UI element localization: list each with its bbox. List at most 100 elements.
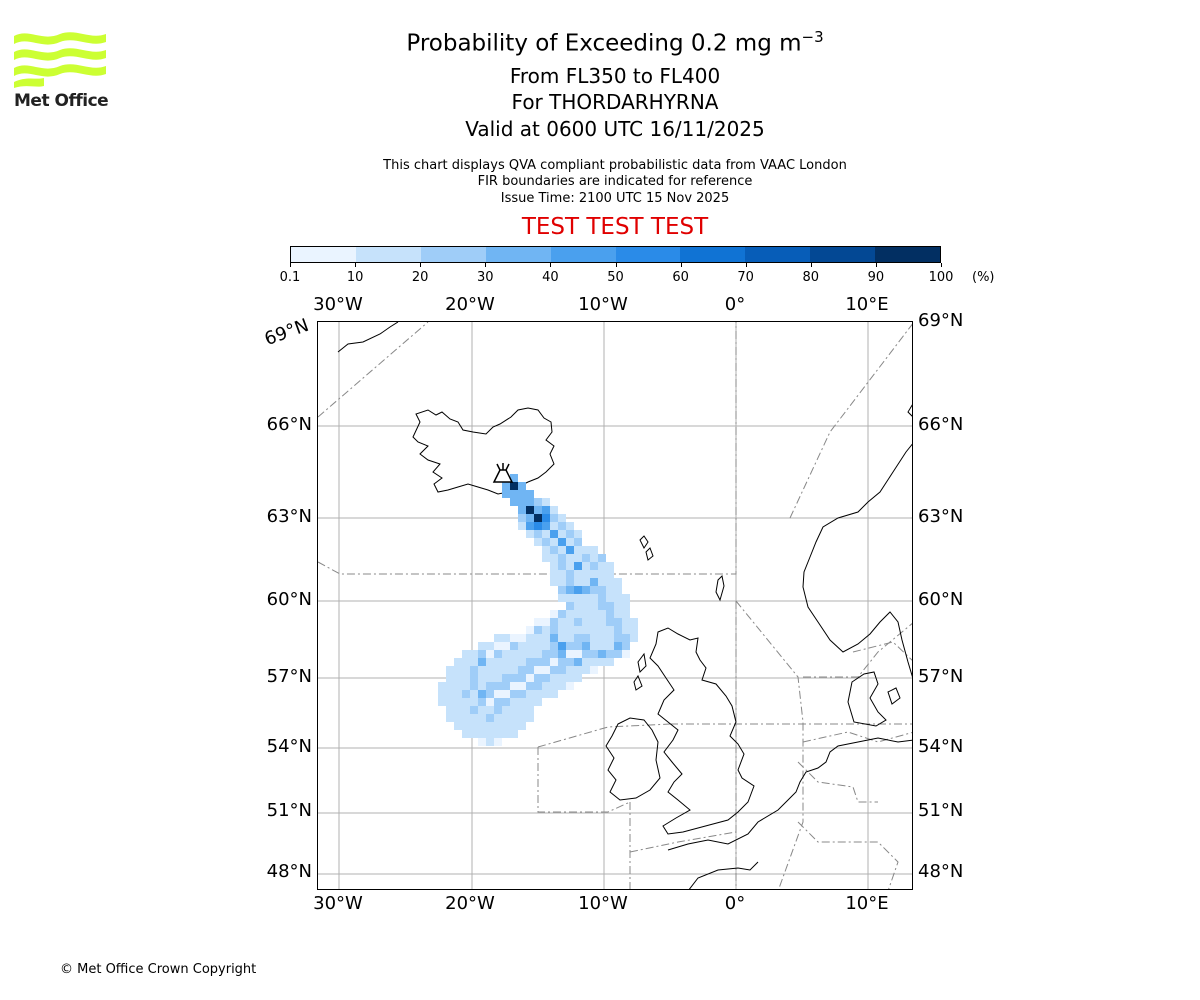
plume-cell <box>558 570 566 578</box>
latitude-label: 51°N <box>266 800 312 821</box>
plume-cell <box>446 698 454 706</box>
plume-cell <box>590 562 598 570</box>
plume-cell <box>470 698 478 706</box>
plume-cell <box>598 602 606 610</box>
plume-cell <box>590 578 598 586</box>
plume-cell <box>566 642 574 650</box>
plume-cell <box>518 642 526 650</box>
plume-cell <box>598 658 606 666</box>
plume-cell <box>478 706 486 714</box>
plume-cell <box>574 650 582 658</box>
plume-cell <box>598 594 606 602</box>
colorbar-tick-label: 40 <box>542 270 559 285</box>
plume-cell <box>550 610 558 618</box>
colorbar-tick-mark <box>355 263 357 267</box>
plume-cell <box>534 626 542 634</box>
longitude-label: 10°W <box>578 893 628 914</box>
plume-cell <box>550 682 558 690</box>
plume-cell <box>566 586 574 594</box>
plume-cell <box>502 666 510 674</box>
plume-cell <box>470 730 478 738</box>
longitude-label: 10°E <box>845 893 889 914</box>
plume-cell <box>526 706 534 714</box>
colorbar-tick-label: 60 <box>672 270 689 285</box>
plume-cell <box>574 570 582 578</box>
plume-cell <box>550 578 558 586</box>
plume-cell <box>590 618 598 626</box>
plume-cell <box>582 650 590 658</box>
plume-cell <box>446 690 454 698</box>
plume-cell <box>622 602 630 610</box>
plume-cell <box>550 650 558 658</box>
plume-cell <box>606 658 614 666</box>
plume-cell <box>558 658 566 666</box>
plume-cell <box>590 626 598 634</box>
plume-cell <box>566 634 574 642</box>
info-line-1: This chart displays QVA compliant probab… <box>383 158 847 173</box>
plume-cell <box>558 682 566 690</box>
plume-cell <box>614 650 622 658</box>
plume-cell <box>582 562 590 570</box>
latitude-label: 69°N <box>261 314 312 351</box>
plume-cell <box>534 658 542 666</box>
plume-cell <box>542 530 550 538</box>
plume-cell <box>598 626 606 634</box>
plume-cell <box>582 602 590 610</box>
plume-cell <box>462 722 470 730</box>
plume-cell <box>478 650 486 658</box>
plume-cell <box>566 562 574 570</box>
plume-cell <box>558 650 566 658</box>
plume-cell <box>598 642 606 650</box>
plume-cell <box>502 714 510 722</box>
plume-cell <box>510 482 518 490</box>
colorbar-tick-mark <box>290 263 291 267</box>
plume-cell <box>558 538 566 546</box>
plume-cell <box>462 706 470 714</box>
plume-cell <box>550 514 558 522</box>
plume-cell <box>550 570 558 578</box>
latitude-label: 60°N <box>266 589 312 610</box>
plume-cell <box>550 562 558 570</box>
latitude-label: 48°N <box>918 861 964 882</box>
latitude-label: 63°N <box>266 506 312 527</box>
colorbar-tick-label: 100 <box>928 270 954 285</box>
plume-cell <box>566 546 574 554</box>
plume-cell <box>574 586 582 594</box>
chart-title: Probability of Exceeding 0.2 mg m−3 <box>406 28 824 57</box>
plume-cell <box>510 634 518 642</box>
plume-cell <box>494 666 502 674</box>
colorbar-cell <box>680 247 746 262</box>
plume-cell <box>574 618 582 626</box>
plume-cell <box>518 690 526 698</box>
colorbar-cell <box>550 247 616 262</box>
plume-cell <box>598 554 606 562</box>
plume-cell <box>486 682 494 690</box>
colorbar-tick-mark <box>420 263 422 267</box>
plume-cell <box>462 666 470 674</box>
plume-cell <box>558 530 566 538</box>
plume-cell <box>558 546 566 554</box>
colorbar-cell <box>485 247 551 262</box>
plume-cell <box>550 658 558 666</box>
colorbar-unit: (%) <box>972 270 995 285</box>
plume-cell <box>486 730 494 738</box>
plume-cell <box>622 610 630 618</box>
plume-cell <box>502 706 510 714</box>
plume-cell <box>454 698 462 706</box>
plume-cell <box>526 666 534 674</box>
colorbar-tick-label: 10 <box>346 270 364 285</box>
plume-cell <box>494 634 502 642</box>
colorbar-tick-label: 80 <box>802 270 820 285</box>
plume-cell <box>582 554 590 562</box>
plume-cell <box>574 538 582 546</box>
plume-cell <box>510 722 518 730</box>
plume-cell <box>598 578 606 586</box>
colorbar-tick-mark <box>941 263 942 267</box>
plume-cell <box>566 530 574 538</box>
colorbar-tick-label: 30 <box>477 270 494 285</box>
volcano-name: For THORDARHYRNA <box>511 90 719 114</box>
longitude-label: 20°W <box>445 294 495 315</box>
plume-cell <box>478 642 486 650</box>
plume-cell <box>502 642 510 650</box>
plume-cell <box>502 722 510 730</box>
